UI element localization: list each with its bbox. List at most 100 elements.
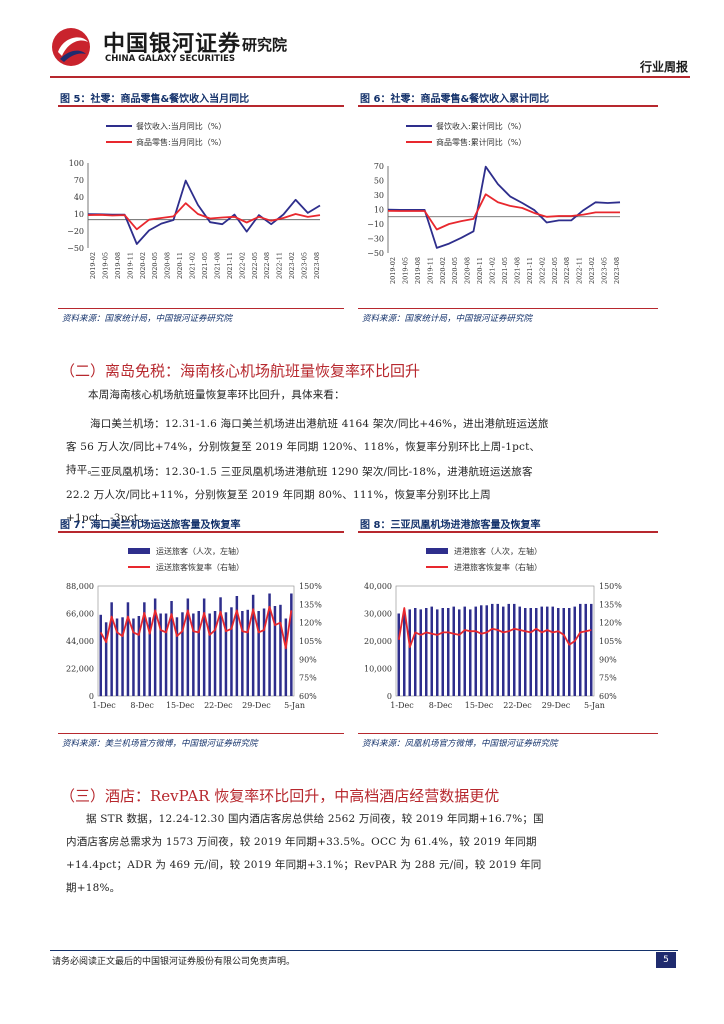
header-rule bbox=[50, 76, 690, 78]
series-line-1 bbox=[387, 165, 621, 249]
x-tick-label: 2019-08 bbox=[114, 252, 122, 279]
chart-6-source: 资料来源：国家统计局，中国银河证券研究院 bbox=[362, 314, 533, 324]
bar bbox=[132, 618, 135, 696]
chart-5-title: 图 5：社零：商品零售&餐饮收入当月同比 bbox=[60, 94, 250, 105]
x-tick-label: 5-Jan bbox=[284, 701, 305, 710]
y-tick-label-left: 20,000 bbox=[364, 637, 392, 646]
y-tick-label-right: 60% bbox=[299, 692, 317, 701]
x-tick-label: 2021-08 bbox=[513, 257, 521, 284]
page-number: 5 bbox=[663, 955, 669, 965]
bar bbox=[197, 611, 200, 696]
bar bbox=[262, 608, 266, 696]
x-tick-label: 2020-08 bbox=[464, 257, 472, 284]
y-tick-label-right: 120% bbox=[299, 619, 322, 628]
legend-label: 餐饮收入:累计同比（%） bbox=[436, 121, 526, 131]
y-tick-label-left: 0 bbox=[89, 692, 94, 701]
series-line-2 bbox=[387, 193, 620, 231]
x-tick-label: 2020-08 bbox=[164, 252, 172, 279]
bar bbox=[518, 606, 521, 696]
x-tick-label: 8-Dec bbox=[130, 701, 154, 710]
x-tick-label: 2021-11 bbox=[226, 252, 234, 279]
x-tick-label: 1-Dec bbox=[92, 701, 116, 710]
legend-label: 运送旅客恢复率（右轴） bbox=[156, 562, 244, 572]
recovery-rate-line bbox=[397, 607, 592, 648]
brand-dept: 研究院 bbox=[242, 36, 288, 54]
y-tick-label-right: 105% bbox=[599, 637, 622, 646]
bar bbox=[246, 609, 249, 697]
x-tick-label: 1-Dec bbox=[390, 701, 414, 710]
y-tick-label-right: 60% bbox=[599, 692, 617, 701]
chart-6-title: 图 6：社零：商品零售&餐饮收入累计同比 bbox=[360, 94, 550, 105]
y-tick-label: −10 bbox=[367, 220, 384, 229]
chart-7: 运送旅客（人次，左轴） 运送旅客恢复率（右轴） 88,000 66,000 44,000… bbox=[66, 546, 322, 710]
footer-rule bbox=[50, 950, 678, 951]
bar bbox=[213, 611, 217, 696]
x-tick-label: 29-Dec bbox=[242, 701, 271, 710]
bar bbox=[458, 609, 461, 696]
bar bbox=[584, 603, 587, 696]
bar bbox=[121, 617, 124, 697]
chart-8-title: 图 8：三亚凤凰机场进港旅客量及恢复率 bbox=[360, 520, 541, 531]
company-logo bbox=[50, 26, 92, 68]
bar bbox=[208, 613, 211, 696]
x-tick-label: 22-Dec bbox=[503, 701, 532, 710]
legend-swatch bbox=[128, 548, 150, 554]
x-tick-label: 2021-08 bbox=[213, 252, 221, 279]
x-tick-label: 8-Dec bbox=[429, 701, 453, 710]
bar bbox=[535, 608, 538, 696]
bar bbox=[268, 593, 271, 696]
bar bbox=[186, 598, 190, 696]
y-tick-label-left: 88,000 bbox=[66, 582, 94, 591]
bar bbox=[557, 608, 560, 696]
x-tick-label: 2022-02 bbox=[238, 252, 246, 279]
series-line-1 bbox=[87, 179, 321, 245]
x-tick-label: 2021-02 bbox=[489, 257, 497, 284]
page-number-box: 5 bbox=[656, 952, 676, 968]
footer-disclaimer: 请务必阅读正文最后的中国银河证券股份有限公司免责声明。 bbox=[52, 957, 296, 967]
x-tick-label: 2019-08 bbox=[414, 257, 422, 284]
bar bbox=[474, 606, 477, 696]
bar bbox=[403, 610, 406, 697]
x-tick-label: 2023-05 bbox=[301, 252, 309, 279]
y-tick-label: −20 bbox=[67, 227, 84, 236]
bar bbox=[590, 603, 593, 696]
bar bbox=[463, 606, 466, 696]
x-tick-label: 2022-05 bbox=[551, 257, 559, 284]
report-type: 行业周报 bbox=[639, 60, 688, 74]
section-3-heading: （三）酒店：RevPAR 恢复率环比回升，中高档酒店经营数据更优 bbox=[60, 787, 500, 805]
bar bbox=[397, 613, 400, 696]
bar bbox=[230, 607, 233, 697]
y-tick-label-right: 150% bbox=[299, 582, 322, 591]
y-tick-label: −50 bbox=[67, 244, 84, 253]
y-tick-label-right: 135% bbox=[299, 600, 322, 609]
bar bbox=[279, 604, 282, 697]
y-tick-label-right: 90% bbox=[599, 655, 617, 664]
legend-label: 运送旅客（人次，左轴） bbox=[156, 546, 244, 556]
bar bbox=[219, 597, 222, 697]
recovery-rate-line bbox=[99, 605, 293, 650]
chart-7-title: 图 7：海口美兰机场运送旅客量及恢复率 bbox=[60, 520, 241, 531]
y-tick-label: 50 bbox=[374, 177, 384, 186]
x-tick-label: 2019-05 bbox=[101, 252, 109, 279]
bar bbox=[192, 613, 195, 696]
y-tick-label: 100 bbox=[69, 159, 84, 168]
bar bbox=[562, 608, 565, 696]
y-tick-label: 70 bbox=[374, 162, 384, 171]
chart-7-source: 资料来源：美兰机场官方微博，中国银河证券研究院 bbox=[62, 739, 258, 749]
x-tick-label: 22-Dec bbox=[204, 701, 233, 710]
bar bbox=[496, 603, 499, 696]
bar bbox=[273, 606, 277, 696]
x-tick-label: 2023-05 bbox=[601, 257, 609, 284]
x-tick-label: 5-Jan bbox=[584, 701, 605, 710]
bar bbox=[181, 612, 184, 697]
x-tick-label: 2021-05 bbox=[501, 257, 509, 284]
y-tick-label: 30 bbox=[374, 191, 384, 200]
bar bbox=[235, 596, 239, 696]
bar bbox=[513, 603, 516, 696]
bar bbox=[175, 617, 179, 697]
x-tick-label: 2020-05 bbox=[451, 257, 459, 284]
bar bbox=[290, 593, 293, 696]
x-tick-label: 2022-02 bbox=[538, 257, 546, 284]
bar bbox=[524, 608, 527, 696]
bar bbox=[224, 612, 228, 697]
